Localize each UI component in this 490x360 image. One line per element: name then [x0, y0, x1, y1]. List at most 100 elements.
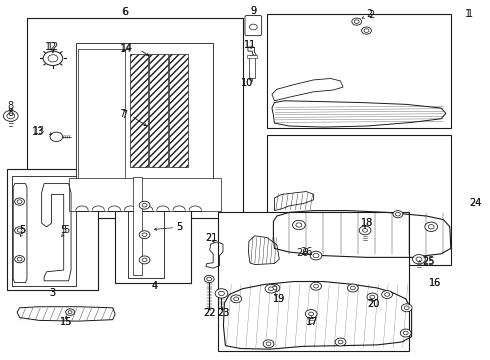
Circle shape: [403, 331, 408, 335]
Text: 2: 2: [366, 9, 372, 19]
Text: 8: 8: [8, 108, 14, 118]
Circle shape: [139, 201, 150, 209]
Bar: [267, 14, 451, 128]
Circle shape: [15, 198, 24, 205]
Text: 9: 9: [251, 6, 257, 16]
Text: 22: 22: [203, 308, 216, 318]
Bar: [249, 55, 255, 78]
Text: 15: 15: [60, 317, 73, 327]
Circle shape: [350, 286, 355, 290]
Circle shape: [272, 286, 277, 290]
Text: 18: 18: [362, 218, 374, 228]
Circle shape: [310, 251, 322, 260]
Circle shape: [15, 256, 24, 263]
Text: 1: 1: [465, 9, 471, 19]
Text: 25: 25: [422, 256, 435, 266]
Circle shape: [313, 253, 319, 258]
Circle shape: [142, 233, 147, 237]
Circle shape: [266, 342, 271, 346]
Circle shape: [362, 27, 371, 34]
Text: 16: 16: [429, 278, 441, 288]
Circle shape: [234, 297, 239, 301]
Text: 5: 5: [63, 225, 69, 235]
Circle shape: [370, 295, 375, 299]
Circle shape: [219, 291, 224, 296]
Circle shape: [269, 287, 273, 291]
Text: 4: 4: [152, 281, 158, 291]
Text: 19: 19: [273, 294, 285, 304]
Circle shape: [363, 229, 368, 232]
Bar: [7, 169, 98, 290]
Text: 21: 21: [205, 233, 218, 243]
Text: 10: 10: [241, 78, 254, 88]
Bar: [27, 18, 243, 218]
Circle shape: [3, 111, 18, 121]
Text: 4: 4: [152, 281, 158, 291]
Text: 26: 26: [300, 247, 313, 257]
Bar: [169, 54, 188, 167]
Circle shape: [413, 255, 425, 264]
Bar: [267, 135, 451, 265]
Circle shape: [354, 20, 359, 23]
Text: 17: 17: [306, 317, 319, 327]
Bar: [133, 177, 142, 275]
Circle shape: [15, 227, 24, 234]
Circle shape: [269, 284, 280, 292]
Bar: [218, 212, 409, 351]
Circle shape: [364, 29, 369, 32]
Circle shape: [416, 257, 422, 261]
Text: 8: 8: [8, 101, 14, 111]
Text: 3: 3: [49, 288, 55, 298]
Circle shape: [393, 211, 403, 218]
Text: 3: 3: [49, 288, 55, 298]
Circle shape: [139, 231, 150, 239]
Circle shape: [311, 282, 321, 290]
Text: 26: 26: [296, 248, 309, 258]
Text: 18: 18: [362, 218, 374, 228]
Bar: [149, 54, 168, 167]
Circle shape: [231, 295, 242, 303]
Bar: [78, 49, 125, 184]
Circle shape: [359, 226, 371, 235]
Circle shape: [7, 113, 15, 119]
Circle shape: [293, 220, 305, 230]
FancyBboxPatch shape: [76, 43, 213, 187]
Text: 14: 14: [121, 42, 133, 53]
Circle shape: [50, 132, 63, 141]
Text: 20: 20: [367, 299, 380, 309]
Circle shape: [367, 293, 378, 301]
Text: 2: 2: [368, 10, 374, 20]
Circle shape: [335, 338, 346, 346]
Text: 13: 13: [32, 127, 44, 138]
Circle shape: [43, 51, 63, 66]
Text: 24: 24: [469, 198, 481, 208]
Text: 5: 5: [20, 225, 25, 235]
Circle shape: [296, 223, 302, 227]
Text: 1: 1: [466, 9, 472, 19]
Circle shape: [305, 310, 317, 318]
Text: 5: 5: [176, 222, 182, 232]
Text: 11: 11: [244, 40, 256, 50]
Text: 7: 7: [119, 109, 125, 120]
Text: 21: 21: [205, 233, 218, 243]
FancyBboxPatch shape: [245, 15, 262, 36]
Bar: [247, 55, 257, 58]
Bar: [12, 176, 76, 286]
Circle shape: [204, 275, 214, 283]
Text: 13: 13: [33, 126, 46, 136]
Circle shape: [347, 284, 358, 292]
Text: 6: 6: [122, 6, 128, 17]
Text: 17: 17: [306, 317, 319, 327]
Text: 7: 7: [122, 110, 128, 120]
Text: 6: 6: [122, 6, 128, 17]
Text: 12: 12: [47, 42, 59, 52]
Circle shape: [385, 293, 390, 296]
Text: 14: 14: [120, 44, 132, 54]
Text: 9: 9: [251, 6, 257, 16]
Text: 15: 15: [60, 317, 73, 327]
Circle shape: [338, 340, 343, 344]
Text: 5: 5: [61, 225, 67, 235]
Circle shape: [142, 258, 147, 262]
Text: 11: 11: [244, 40, 256, 50]
Circle shape: [425, 222, 438, 231]
